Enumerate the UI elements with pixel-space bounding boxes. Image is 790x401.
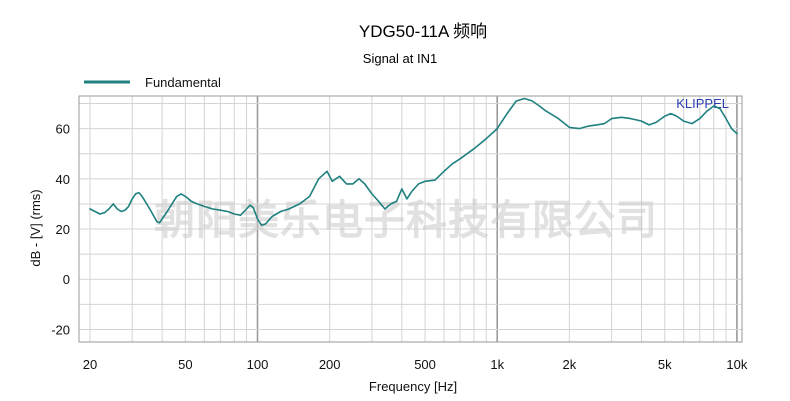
y-tick-label: 20 [56,222,70,237]
x-tick-label: 50 [178,357,192,372]
watermark: 朝阳美乐电子科技有限公司 [154,196,658,244]
x-tick-label: 500 [414,357,436,372]
chart-title: YDG50-11A 频响 [359,22,487,41]
x-tick-label: 20 [83,357,97,372]
y-tick-label: 60 [56,122,70,137]
x-tick-label: 200 [319,357,341,372]
series-line-fundamental [89,97,738,227]
y-axis-ticks: 60 40 20 0 -20 [51,122,70,338]
y-tick-label: 40 [56,172,70,187]
x-tick-label: 1k [490,357,504,372]
series-fundamental [89,97,738,227]
x-tick-label: 2k [563,357,577,372]
chart-subtitle: Signal at IN1 [363,51,437,66]
y-axis-label: dB - [V] (rms) [28,189,43,266]
legend: Fundamental [84,75,221,90]
legend-label-fundamental: Fundamental [145,75,221,90]
y-tick-label: -20 [51,322,70,337]
x-axis-label: Frequency [Hz] [369,379,457,394]
x-axis-ticks: 20 50 100 200 500 1k 2k 5k 10k [83,357,748,372]
grid-lines [79,96,742,342]
x-tick-label: 100 [247,357,269,372]
klippel-brand-label: KLIPPEL [676,96,729,111]
plot-area [78,95,743,343]
x-tick-label: 5k [658,357,672,372]
y-tick-label: 0 [63,272,70,287]
x-tick-label: 10k [726,357,747,372]
